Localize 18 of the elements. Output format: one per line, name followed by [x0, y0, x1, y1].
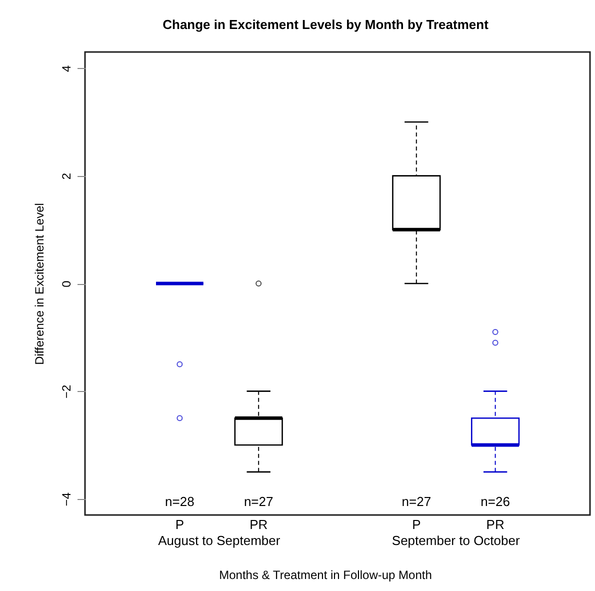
x-tick-label: P — [175, 517, 184, 532]
chart-title: Change in Excitement Levels by Month by Treatment — [162, 17, 490, 32]
annotation: n=26 — [480, 494, 510, 509]
x-axis-title: Months & Treatment in Follow-up Month — [219, 568, 432, 582]
annotation: n=28 — [165, 494, 194, 509]
y-tick-label: −2 — [60, 384, 74, 399]
annotation: n=27 — [244, 494, 274, 509]
y-tick-label: 4 — [60, 64, 74, 72]
y-tick-label: 0 — [60, 280, 74, 288]
text: September to October — [392, 533, 520, 548]
y-axis-title: Difference in Excitement Level — [32, 203, 46, 365]
x-tick-label: P — [412, 517, 421, 532]
x-tick-label: PR — [486, 517, 504, 532]
y-tick-label: 2 — [60, 172, 74, 180]
annotation: n=27 — [402, 494, 432, 509]
x-tick-label: PR — [250, 517, 268, 532]
y-tick-label: −4 — [60, 492, 74, 506]
text: August to September — [158, 533, 281, 548]
